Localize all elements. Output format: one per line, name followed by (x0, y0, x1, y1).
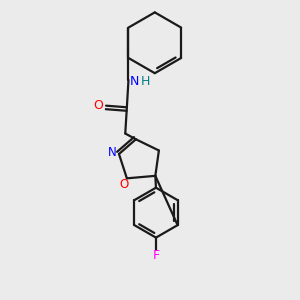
Text: N: N (130, 75, 139, 88)
Text: H: H (141, 75, 150, 88)
Text: O: O (93, 99, 103, 112)
Text: F: F (152, 249, 160, 262)
Text: O: O (120, 178, 129, 191)
Text: N: N (108, 146, 116, 159)
